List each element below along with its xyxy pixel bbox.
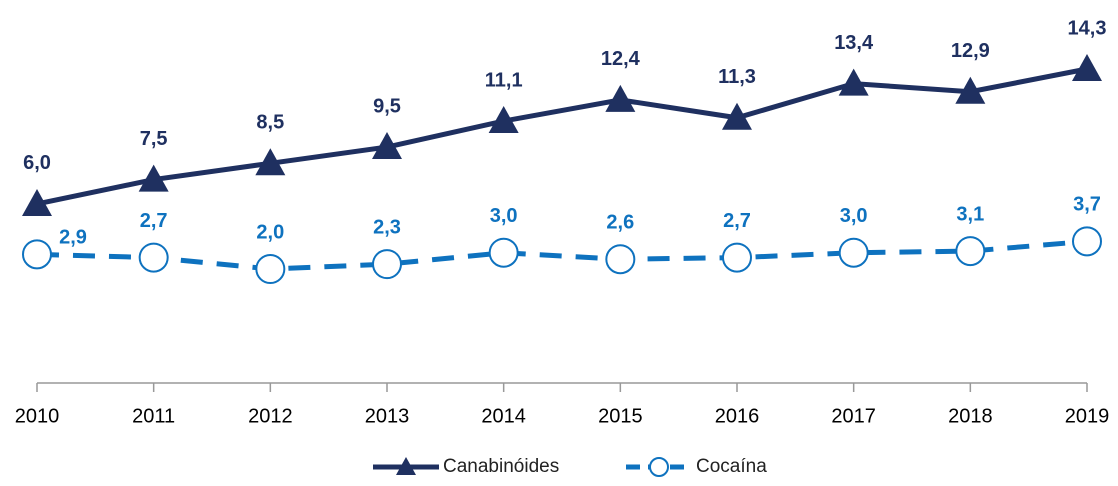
data-label: 3,1 <box>956 203 984 225</box>
data-label: 12,9 <box>951 40 990 62</box>
data-label: 11,1 <box>485 69 523 91</box>
data-label: 8,5 <box>256 112 284 134</box>
data-point <box>955 76 986 104</box>
x-tick-label: 2013 <box>365 405 410 427</box>
data-point <box>138 242 169 273</box>
legend-marker <box>649 457 669 477</box>
data-point <box>605 84 636 112</box>
legend-label: Cocaína <box>696 456 767 477</box>
x-tick-label: 2017 <box>831 405 876 427</box>
legend-label: Canabinóides <box>443 456 559 477</box>
data-label: 3,7 <box>1073 194 1101 216</box>
data-point <box>372 249 402 280</box>
data-label: 7,5 <box>140 128 168 150</box>
data-label: 3,0 <box>840 205 868 227</box>
x-tick-label: 2018 <box>948 405 993 427</box>
data-label: 14,3 <box>1068 17 1107 39</box>
data-point <box>255 148 286 176</box>
data-point <box>838 68 869 96</box>
data-label: 9,5 <box>373 95 401 117</box>
data-label: 2,7 <box>140 210 168 232</box>
data-point <box>372 132 402 160</box>
data-label: 2,9 <box>59 227 87 249</box>
data-point <box>722 102 752 130</box>
data-point <box>255 254 286 284</box>
data-point <box>605 244 636 275</box>
data-point <box>955 236 986 267</box>
data-label: 13,4 <box>834 32 874 54</box>
series-line <box>36 66 1088 207</box>
data-point <box>488 106 519 134</box>
series-line <box>36 238 1088 272</box>
x-tick-label: 2010 <box>15 405 60 427</box>
data-point <box>1072 54 1102 81</box>
data-label: 2,0 <box>256 221 284 243</box>
data-point <box>22 239 52 270</box>
data-label: 2,3 <box>373 216 401 238</box>
x-tick-label: 2016 <box>715 405 760 427</box>
data-label: 12,4 <box>601 48 641 70</box>
data-label: 2,6 <box>606 212 634 234</box>
data-point <box>22 188 52 216</box>
data-point <box>1072 226 1102 257</box>
legend-marker <box>396 457 416 475</box>
x-tick-label: 2014 <box>481 405 526 427</box>
data-point <box>838 237 869 268</box>
x-tick-label: 2015 <box>598 405 643 427</box>
x-tick-label: 2019 <box>1065 405 1110 427</box>
data-label: 6,0 <box>23 152 51 174</box>
data-label: 2,7 <box>723 210 751 232</box>
x-tick-label: 2012 <box>248 405 293 427</box>
data-label: 3,0 <box>490 205 518 227</box>
data-point <box>722 242 752 273</box>
x-tick-label: 2011 <box>132 405 175 427</box>
data-label: 11,3 <box>718 66 756 88</box>
data-point <box>488 237 519 268</box>
data-point <box>138 164 169 192</box>
